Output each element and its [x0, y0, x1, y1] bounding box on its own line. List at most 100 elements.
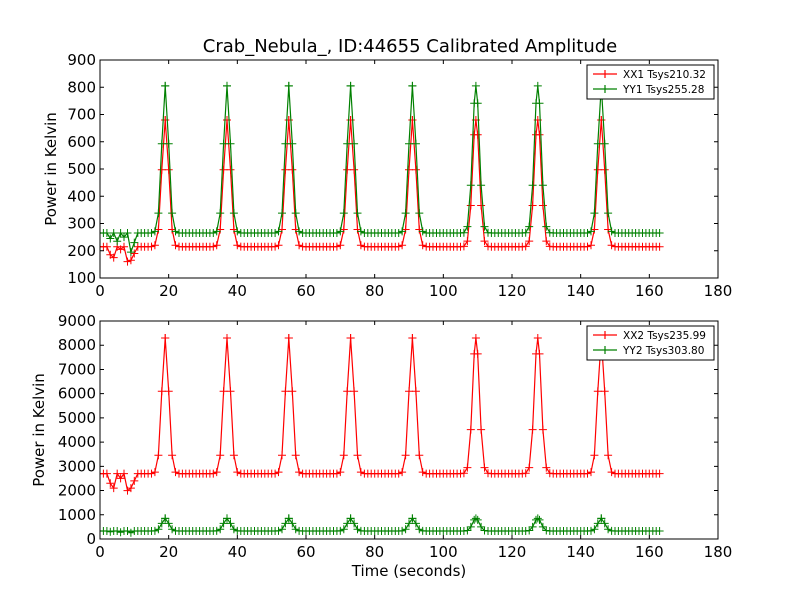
y-axis-label: Power in Kelvin — [30, 373, 48, 487]
data-point — [466, 522, 475, 531]
data-point — [229, 451, 238, 460]
data-point — [116, 229, 125, 237]
x-tick-label: 60 — [296, 282, 315, 300]
data-point — [477, 181, 486, 190]
data-point — [209, 242, 218, 251]
data-point — [164, 387, 173, 396]
data-point — [466, 425, 475, 434]
data-point — [350, 165, 359, 174]
data-point — [600, 387, 609, 396]
data-point — [157, 519, 166, 528]
x-tick-label: 40 — [228, 282, 247, 300]
data-point — [284, 334, 293, 342]
data-point — [593, 519, 602, 528]
data-point — [398, 526, 407, 535]
data-point — [538, 522, 547, 531]
data-point — [295, 227, 304, 236]
legend-entry: XX1 Tsys210.32 — [623, 69, 706, 81]
y-tick-label: 700 — [67, 106, 96, 124]
data-point — [533, 514, 542, 523]
data-point — [288, 519, 297, 528]
data-point — [102, 469, 111, 478]
data-point — [223, 334, 231, 342]
data-point — [538, 425, 547, 434]
data-point — [415, 451, 424, 460]
series-markers-1-0 — [100, 334, 664, 495]
data-point — [339, 451, 348, 460]
data-point — [130, 476, 139, 485]
data-point — [219, 387, 228, 396]
data-point — [271, 242, 280, 251]
data-point — [212, 526, 221, 535]
data-point — [459, 228, 468, 237]
data-point — [590, 525, 599, 534]
plot-area-0 — [100, 81, 664, 266]
data-point — [123, 229, 132, 237]
y-tick-label: 0 — [86, 530, 96, 548]
data-point — [477, 201, 486, 210]
data-point — [535, 515, 544, 524]
chart-title: Crab_Nebula_, ID:44655 Calibrated Amplit… — [203, 36, 617, 57]
y-tick-label: 300 — [67, 215, 96, 233]
data-point — [480, 222, 489, 231]
data-point — [411, 139, 420, 148]
data-point — [343, 387, 352, 396]
data-point — [600, 165, 609, 174]
data-point — [593, 139, 602, 148]
data-point — [463, 463, 472, 472]
data-point — [271, 229, 280, 237]
data-point — [346, 116, 355, 124]
data-point — [459, 469, 468, 478]
data-point — [463, 526, 472, 535]
legend: XX2 Tsys235.99 YY2 Tsys303.80 — [586, 325, 715, 361]
data-point — [274, 241, 283, 250]
data-point — [542, 463, 551, 472]
data-point — [171, 468, 180, 477]
data-point — [212, 241, 221, 250]
data-point — [600, 139, 609, 148]
data-point — [284, 514, 293, 523]
data-point — [528, 181, 537, 190]
data-point — [157, 387, 166, 396]
x-tick-label: 120 — [498, 543, 527, 561]
data-point — [415, 209, 424, 218]
data-point — [336, 468, 345, 477]
data-point — [533, 81, 542, 90]
data-point — [597, 514, 606, 523]
x-tick-label: 100 — [429, 543, 458, 561]
x-tick-label: 180 — [704, 543, 733, 561]
data-point — [164, 519, 173, 528]
data-point — [394, 242, 403, 251]
legend-entry: YY1 Tsys255.28 — [622, 84, 704, 96]
data-point — [477, 522, 486, 531]
data-point — [593, 165, 602, 174]
data-point — [401, 209, 410, 218]
data-point — [126, 528, 135, 537]
data-point — [459, 242, 468, 251]
x-tick-label: 0 — [95, 543, 105, 561]
data-point — [229, 209, 238, 218]
data-point — [339, 525, 348, 534]
data-point — [161, 81, 170, 90]
data-point — [120, 233, 128, 242]
data-point — [216, 209, 225, 218]
y-tick-label: 6000 — [58, 385, 96, 403]
legend: XX1 Tsys210.32 YY1 Tsys255.28 — [586, 64, 715, 100]
data-point — [233, 468, 242, 477]
data-point — [219, 519, 228, 528]
legend-entry: XX2 Tsys235.99 — [623, 330, 706, 342]
data-point — [126, 484, 135, 493]
data-point — [655, 469, 664, 478]
data-point — [604, 209, 613, 218]
y-tick-label: 600 — [67, 133, 96, 151]
data-point — [291, 209, 300, 218]
data-point — [411, 165, 420, 174]
data-point — [542, 222, 551, 231]
data-point — [233, 227, 242, 236]
data-point — [411, 519, 420, 528]
data-point — [398, 468, 407, 477]
data-point — [168, 451, 177, 460]
data-point — [418, 227, 427, 236]
data-point — [274, 468, 283, 477]
